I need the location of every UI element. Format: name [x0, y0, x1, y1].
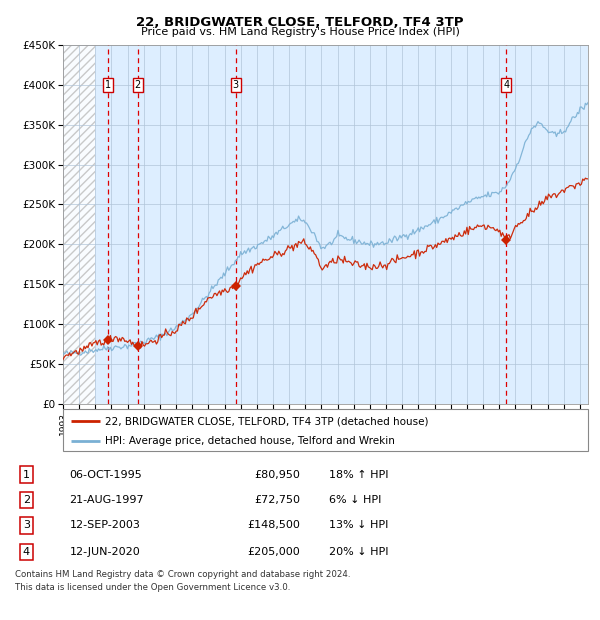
Text: 3: 3 — [233, 79, 239, 90]
Text: 21-AUG-1997: 21-AUG-1997 — [70, 495, 144, 505]
Text: 1: 1 — [104, 79, 110, 90]
Text: 12-JUN-2020: 12-JUN-2020 — [70, 547, 140, 557]
Text: 1: 1 — [23, 469, 30, 480]
Text: 12-SEP-2003: 12-SEP-2003 — [70, 520, 140, 530]
Text: £205,000: £205,000 — [247, 547, 300, 557]
Text: 22, BRIDGWATER CLOSE, TELFORD, TF4 3TP: 22, BRIDGWATER CLOSE, TELFORD, TF4 3TP — [136, 16, 464, 29]
Text: This data is licensed under the Open Government Licence v3.0.: This data is licensed under the Open Gov… — [15, 583, 290, 592]
Text: 18% ↑ HPI: 18% ↑ HPI — [329, 469, 388, 480]
FancyBboxPatch shape — [63, 409, 588, 451]
Text: Price paid vs. HM Land Registry's House Price Index (HPI): Price paid vs. HM Land Registry's House … — [140, 27, 460, 37]
Text: £80,950: £80,950 — [254, 469, 300, 480]
Text: £72,750: £72,750 — [254, 495, 300, 505]
Text: 13% ↓ HPI: 13% ↓ HPI — [329, 520, 388, 530]
Text: £148,500: £148,500 — [247, 520, 300, 530]
Text: 22, BRIDGWATER CLOSE, TELFORD, TF4 3TP (detached house): 22, BRIDGWATER CLOSE, TELFORD, TF4 3TP (… — [105, 416, 428, 426]
Text: 4: 4 — [23, 547, 30, 557]
Text: 06-OCT-1995: 06-OCT-1995 — [70, 469, 142, 480]
Text: 3: 3 — [23, 520, 30, 530]
Text: 2: 2 — [134, 79, 141, 90]
Text: 2: 2 — [23, 495, 30, 505]
Text: HPI: Average price, detached house, Telford and Wrekin: HPI: Average price, detached house, Telf… — [105, 436, 395, 446]
Text: Contains HM Land Registry data © Crown copyright and database right 2024.: Contains HM Land Registry data © Crown c… — [15, 570, 350, 580]
Text: 4: 4 — [503, 79, 509, 90]
Text: 6% ↓ HPI: 6% ↓ HPI — [329, 495, 381, 505]
Text: 20% ↓ HPI: 20% ↓ HPI — [329, 547, 388, 557]
